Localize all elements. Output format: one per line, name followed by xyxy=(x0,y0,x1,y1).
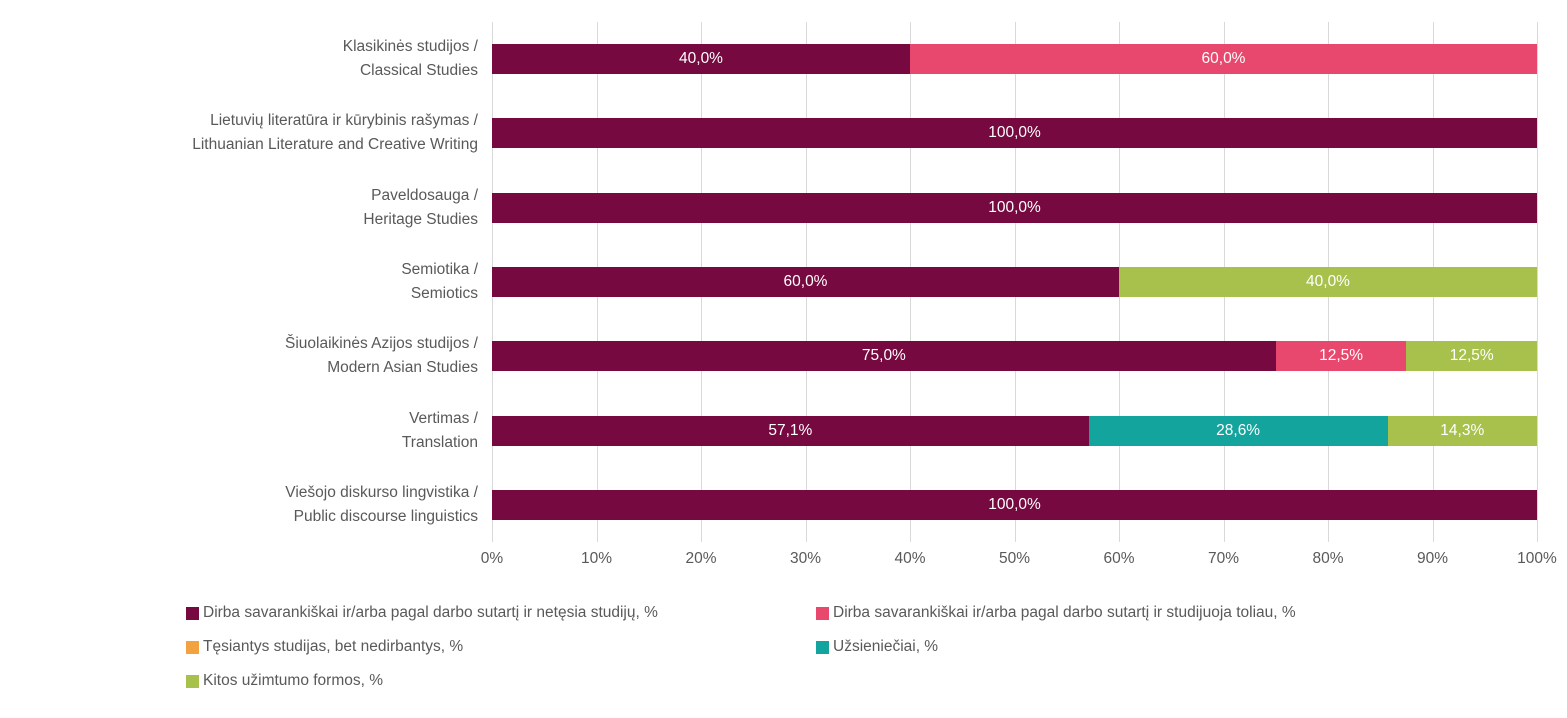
stacked-bar: 100,0% xyxy=(492,489,1537,520)
stacked-bar: 60,0% 40,0% xyxy=(492,266,1537,297)
category-label-line1: Viešojo diskurso lingvistika / xyxy=(285,483,478,501)
x-axis-tick-label: 80% xyxy=(1312,550,1344,567)
bar-segment: 75,0% xyxy=(492,341,1276,372)
legend-item: Dirba savarankiškai ir/arba pagal darbo … xyxy=(816,604,1296,622)
data-label: 40,0% xyxy=(679,50,723,68)
category-label-line1: Šiuolaikinės Azijos studijos / xyxy=(285,335,478,353)
x-axis-tick-label: 70% xyxy=(1207,550,1240,567)
legend-item: Dirba savarankiškai ir/arba pagal darbo … xyxy=(186,604,816,622)
category-label-line1: Lietuvių literatūra ir kūrybinis rašymas… xyxy=(210,112,478,130)
category-label-line2: Translation xyxy=(401,433,478,451)
data-label: 12,5% xyxy=(1319,347,1364,365)
x-axis-tick-label: 0% xyxy=(480,550,504,567)
x-axis-tick-label: 20% xyxy=(685,550,717,567)
bar-row: 100,0% xyxy=(492,468,1537,542)
legend-swatch-icon xyxy=(186,674,199,688)
x-axis-tick-label: 30% xyxy=(789,550,822,567)
bar-segment: 28,6% xyxy=(1088,415,1388,446)
legend-label: Užsieniečiai, % xyxy=(833,638,939,655)
legend-label: Kitos užimtumo formos, % xyxy=(203,672,384,689)
legend-item: Tęsiantys studijas, bet nedirbantys, % xyxy=(186,638,816,656)
data-label: 100,0% xyxy=(988,495,1041,513)
category-label: Vertimas / Translation xyxy=(0,393,492,467)
bar-segment: 100,0% xyxy=(492,118,1537,149)
data-label: 28,6% xyxy=(1216,421,1261,439)
stacked-bar: 100,0% xyxy=(492,192,1537,223)
legend-label: Dirba savarankiškai ir/arba pagal darbo … xyxy=(203,604,658,621)
legend-item: Kitos užimtumo formos, % xyxy=(186,672,816,690)
x-axis: 0% 10% 20% 30% 40% 50% 60% 70% 80% 90% 100% xyxy=(481,550,1557,572)
legend-swatch-icon xyxy=(186,640,199,654)
category-label: Šiuolaikinės Azijos studijos / Modern Asi… xyxy=(0,319,492,393)
data-label: 100,0% xyxy=(988,198,1041,216)
bar-row: 75,0% 12,5% 12,5% xyxy=(492,319,1537,393)
category-label-line2: Lithuanian Literature and Creative Writi… xyxy=(192,136,478,154)
bar-row: 57,1% 28,6% 14,3% xyxy=(492,393,1537,467)
bars-layer: 40,0% 60,0% 100,0% 100,0% 60,0% 40,0% 75,0% 12,… xyxy=(492,22,1537,542)
data-label: 75,0% xyxy=(861,347,906,365)
x-axis-tick-label: 90% xyxy=(1416,550,1449,567)
category-label: Paveldosauga / Heritage Studies xyxy=(0,171,492,245)
stacked-bar: 57,1% 28,6% 14,3% xyxy=(492,415,1537,446)
x-axis-tick-label: 100% xyxy=(1517,550,1557,567)
x-axis-tick-label: 10% xyxy=(580,550,613,567)
bar-segment: 100,0% xyxy=(492,489,1537,520)
bar-segment: 100,0% xyxy=(492,192,1537,223)
bar-row: 60,0% 40,0% xyxy=(492,245,1537,319)
legend-label: Dirba savarankiškai ir/arba pagal darbo … xyxy=(833,604,1296,621)
bar-segment: 40,0% xyxy=(1119,266,1537,297)
legend-item: Užsieniečiai, % xyxy=(816,638,1296,656)
legend-swatch-icon xyxy=(186,606,199,620)
x-axis-tick-label: 60% xyxy=(1103,550,1135,567)
bar-segment: 12,5% xyxy=(1406,341,1537,372)
legend-swatch-icon xyxy=(816,606,829,620)
data-label: 14,3% xyxy=(1440,421,1485,439)
data-label: 57,1% xyxy=(768,421,813,439)
x-axis-tick-label: 50% xyxy=(998,550,1031,567)
legend: Dirba savarankiškai ir/arba pagal darbo … xyxy=(186,604,1296,690)
category-label-line2: Classical Studies xyxy=(359,62,478,80)
bar-segment: 57,1% xyxy=(492,415,1089,446)
data-label: 60,0% xyxy=(783,272,828,290)
category-label-line1: Paveldosauga / xyxy=(371,186,478,204)
plot-region: Klasikinės studijos / Classical Studies Li… xyxy=(0,22,1567,542)
legend-swatch-icon xyxy=(816,640,829,654)
legend-label: Tęsiantys studijas, bet nedirbantys, % xyxy=(203,638,464,655)
bar-row: 100,0% xyxy=(492,171,1537,245)
category-label-line1: Klasikinės studijos / xyxy=(342,38,478,56)
bar-row: 100,0% xyxy=(492,96,1537,170)
bar-segment: 60,0% xyxy=(492,266,1119,297)
category-label-line2: Modern Asian Studies xyxy=(327,359,478,377)
x-axis-tick-label: 40% xyxy=(894,550,926,567)
category-label: Viešojo diskurso lingvistika / Public dis… xyxy=(0,468,492,542)
category-label-line2: Public discourse linguistics xyxy=(293,507,478,525)
plot-area: 40,0% 60,0% 100,0% 100,0% 60,0% 40,0% 75,0% 12,… xyxy=(492,22,1538,542)
category-label-line2: Heritage Studies xyxy=(363,210,478,228)
category-labels-column: Klasikinės studijos / Classical Studies Li… xyxy=(0,22,492,542)
category-label: Klasikinės studijos / Classical Studies xyxy=(0,22,492,96)
bar-segment: 60,0% xyxy=(910,44,1537,75)
category-label-line2: Semiotics xyxy=(410,284,478,302)
stacked-bar: 40,0% 60,0% xyxy=(492,44,1537,75)
bar-segment: 14,3% xyxy=(1387,415,1537,446)
bar-segment: 40,0% xyxy=(492,44,910,75)
stacked-bar: 100,0% xyxy=(492,118,1537,149)
data-label: 100,0% xyxy=(988,124,1041,142)
category-label: Lietuvių literatūra ir kūrybinis rašymas… xyxy=(0,96,492,170)
data-label: 40,0% xyxy=(1306,272,1350,290)
data-label: 12,5% xyxy=(1449,347,1494,365)
gridline xyxy=(1537,22,1538,542)
data-label: 60,0% xyxy=(1201,50,1246,68)
stacked-bar: 75,0% 12,5% 12,5% xyxy=(492,341,1537,372)
category-label-line1: Vertimas / xyxy=(409,409,478,427)
bar-row: 40,0% 60,0% xyxy=(492,22,1537,96)
category-label: Semiotika / Semiotics xyxy=(0,245,492,319)
bar-segment: 12,5% xyxy=(1275,341,1407,372)
category-label-line1: Semiotika / xyxy=(401,260,478,278)
